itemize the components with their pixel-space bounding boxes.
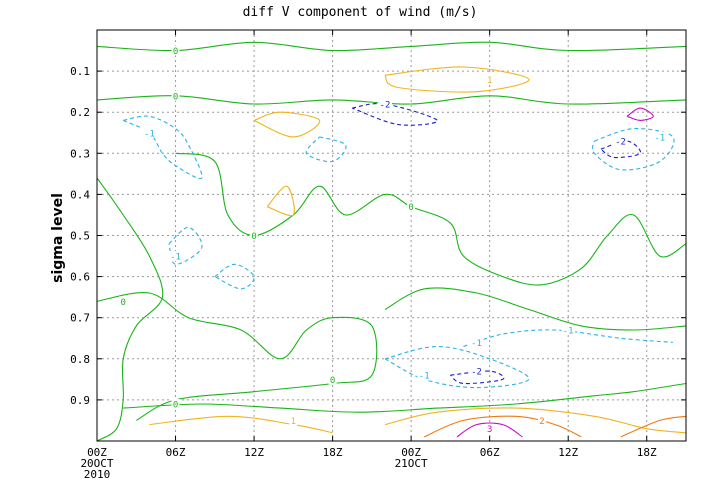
y-tick-label: 0.7: [70, 312, 90, 325]
contour-label-bg: [171, 45, 180, 56]
contour-line-level-3: [626, 107, 654, 121]
contour-line-level-neg1: [384, 345, 530, 389]
contour-label: -1: [471, 339, 482, 349]
contour-label: 3: [487, 425, 492, 435]
contour-line-level-3: [456, 422, 523, 438]
contour-label: 0: [330, 376, 335, 386]
contour-label-bg: [168, 251, 183, 262]
contour-label-bg: [561, 325, 576, 336]
contour-label: 1: [487, 76, 492, 86]
contour-label-bg: [485, 74, 494, 85]
contour-line-level-neg2: [600, 140, 642, 159]
contour-label: 0: [173, 47, 178, 57]
contour-label-bg: [171, 399, 180, 410]
contour-label: -2: [615, 137, 626, 147]
contour-line-level-neg1: [214, 263, 255, 290]
contour-line-level-1: [253, 111, 321, 138]
contour-line-level-neg1: [122, 115, 203, 180]
contour-label-bg: [469, 337, 484, 348]
contour-line-level-2: [620, 415, 687, 438]
contour-line-level-1: [266, 185, 295, 217]
contour-label-bg: [652, 131, 667, 142]
contour-label-bg: [328, 374, 337, 385]
contour-line-level-0: [96, 41, 687, 52]
contour-line-level-neg1: [305, 136, 347, 163]
gridlines: [97, 30, 686, 441]
contour-label-bg: [407, 201, 416, 212]
contour-line-level-0: [123, 382, 687, 413]
contour-labels: 0 0 0 0 0 0 0 -1 -1 -1 -1 -1 -1 -2 -2 -2 1 1 2 3: [119, 45, 667, 435]
contour-line-level-2: [423, 415, 582, 438]
contour-line-level-0: [384, 287, 687, 331]
y-tick-label: 0.2: [70, 106, 90, 119]
contour-line-level-neg2: [352, 102, 438, 126]
x-tick-label: 00Z: [401, 446, 421, 459]
y-tick-label: 0.1: [70, 65, 90, 78]
contour-label: 0: [251, 232, 256, 242]
x-tick-label: 21OCT: [395, 457, 428, 470]
y-tick-label: 0.5: [70, 230, 90, 243]
contour-label-bg: [171, 90, 180, 101]
x-tick-label: 2010: [84, 468, 111, 481]
contour-label: 0: [120, 298, 125, 308]
y-tick-label: 0.3: [70, 147, 90, 160]
contour-line-level-neg1: [168, 226, 203, 265]
x-tick-label: 12Z: [558, 446, 578, 459]
y-tick-label: 0.9: [70, 394, 90, 407]
contour-label: -2: [380, 100, 391, 110]
contour-label-bg: [119, 296, 128, 307]
chart-title: diff V component of wind (m/s): [243, 5, 478, 20]
contour-label-bg: [142, 127, 157, 138]
contour-line-level-neg1: [591, 128, 675, 171]
x-tick-label: 12Z: [244, 446, 264, 459]
y-tick-label: 0.6: [70, 271, 90, 284]
contour-label: -1: [170, 253, 181, 263]
contour-label: 2: [539, 417, 544, 427]
x-tick-label: 06Z: [480, 446, 500, 459]
contour-label: -2: [471, 368, 482, 378]
y-axis-label: sigma level: [50, 193, 66, 283]
x-tick-label: 00Z: [87, 446, 107, 459]
contour-label-bg: [250, 230, 259, 241]
contour-label: 0: [173, 401, 178, 411]
x-tick-label: 18Z: [323, 446, 343, 459]
x-tick-label: 18Z: [637, 446, 657, 459]
contour-label-bg: [485, 423, 494, 434]
contour-label: -1: [144, 129, 155, 139]
contour-line-level-1: [149, 415, 333, 434]
contour-label-bg: [289, 415, 298, 426]
y-tick-label: 0.8: [70, 353, 90, 366]
contour-line-level-0: [96, 177, 164, 442]
contour-label: -1: [654, 133, 665, 143]
contour-label: 0: [173, 92, 178, 102]
contour-label-bg: [538, 415, 547, 426]
contour-label-bg: [469, 366, 484, 377]
contour-line-level-1: [384, 66, 530, 93]
contour-label: -1: [563, 327, 574, 337]
y-tick-label: 0.4: [70, 188, 90, 201]
contour-lines: [96, 41, 687, 442]
contour-label: 1: [291, 417, 296, 427]
y-axis-ticks: 0.1 0.2 0.3 0.4 0.5 0.6 0.7 0.8 0.9: [70, 65, 686, 407]
x-tick-label: 06Z: [166, 446, 186, 459]
contour-line-level-0: [175, 152, 687, 286]
contour-label-bg: [377, 98, 392, 109]
contour-line-level-1: [384, 407, 687, 434]
contour-label-bg: [417, 370, 432, 381]
contour-label: -1: [419, 372, 430, 382]
contour-label: 0: [408, 203, 413, 213]
x-tick-label: 20OCT: [80, 457, 113, 470]
contour-line-level-neg1: [463, 329, 673, 348]
contour-line-level-0: [96, 291, 378, 421]
contour-label-bg: [613, 135, 628, 146]
